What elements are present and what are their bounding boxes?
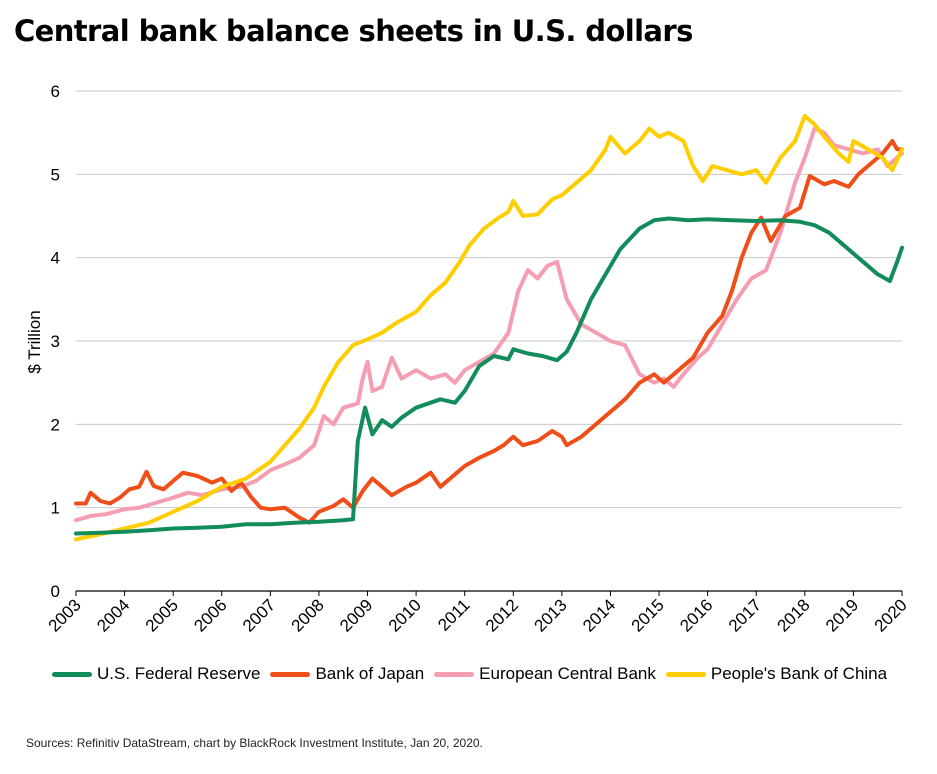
y-tick-label: 3	[51, 332, 60, 351]
legend-label-fed: U.S. Federal Reserve	[97, 664, 261, 683]
x-tick-label: 2019	[822, 595, 862, 635]
y-tick-label: 5	[51, 165, 60, 184]
y-tick-label: 0	[51, 582, 60, 601]
legend-label-pboc: People's Bank of China	[710, 664, 888, 683]
x-tick-label: 2020	[871, 595, 911, 635]
y-tick-label: 6	[51, 82, 60, 101]
legend-item-fed: U.S. Federal Reserve	[52, 664, 260, 684]
legend-item-pboc: People's Bank of China	[665, 664, 888, 684]
x-tick-label: 2012	[482, 595, 522, 635]
series-line-2	[74, 126, 904, 523]
x-tick-label: 2009	[336, 595, 376, 635]
y-tick-label: 1	[51, 499, 60, 518]
legend: U.S. Federal Reserve Bank of Japan Europ…	[52, 664, 897, 684]
x-tick-label: 2004	[93, 595, 133, 635]
x-tick-label: 2016	[676, 595, 716, 635]
legend-swatch-pboc	[665, 671, 706, 677]
x-tick-label: 2007	[239, 595, 279, 635]
x-tick-label: 2008	[288, 595, 328, 635]
x-tick-label: 2014	[579, 595, 619, 635]
series-lines	[74, 114, 904, 542]
y-tick-label: 4	[51, 249, 60, 268]
legend-item-boj: Bank of Japan	[270, 664, 424, 684]
y-tick-labels: 0 1 2 3 4 5 6	[51, 82, 60, 601]
legend-swatch-ecb	[434, 671, 475, 677]
series-line-3	[74, 114, 904, 542]
series-line-0	[74, 216, 904, 536]
x-tick-label: 2005	[142, 595, 182, 635]
legend-swatch-fed	[52, 671, 92, 677]
legend-label-ecb: European Central Bank	[479, 664, 656, 683]
y-tick-label: 2	[51, 415, 60, 434]
x-tick-label: 2018	[773, 595, 813, 635]
x-tick-label: 2017	[725, 595, 765, 635]
x-tick-label: 2003	[45, 595, 85, 635]
y-axis-label: $ Trillion	[25, 310, 44, 373]
legend-swatch-boj	[270, 671, 311, 677]
x-tick-label: 2013	[531, 595, 571, 635]
source-note: Sources: Refinitiv DataStream, chart by …	[26, 736, 483, 750]
series-line-1	[74, 139, 904, 525]
legend-label-boj: Bank of Japan	[315, 664, 425, 683]
legend-item-ecb: European Central Bank	[434, 664, 656, 684]
x-tick-label: 2011	[434, 595, 473, 634]
chart-title: Central bank balance sheets in U.S. doll…	[14, 14, 693, 48]
gridlines	[76, 90, 902, 592]
x-tick-label: 2006	[190, 595, 230, 635]
x-tick-label: 2010	[385, 595, 425, 635]
x-tick-labels: 2003 2004 2005 2006 2007 2008 2009 2010 2011 2012…	[45, 591, 911, 636]
x-tick-label: 2015	[628, 595, 668, 635]
